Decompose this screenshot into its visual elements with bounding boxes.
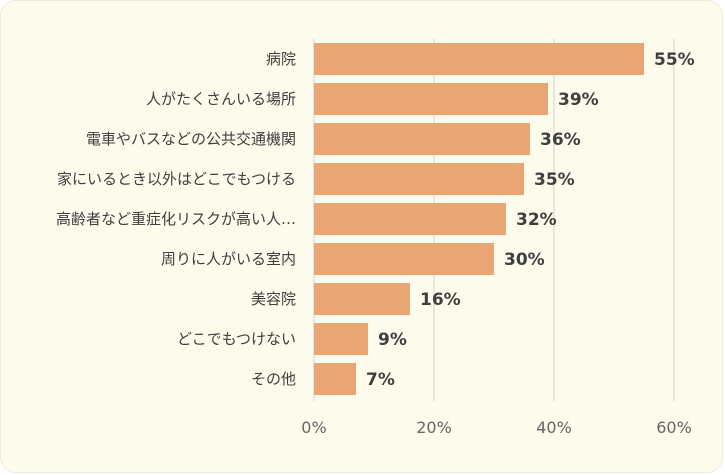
value-label-5: 30% [504, 250, 545, 270]
value-label-2: 36% [540, 130, 581, 150]
bar-1 [314, 83, 548, 115]
value-label-1: 39% [558, 90, 599, 110]
bar-0 [314, 43, 644, 75]
x-tick-label-2: 40% [536, 418, 572, 437]
x-tick-label-0: 0% [301, 418, 326, 437]
bar-2 [314, 123, 530, 155]
category-label-6: 美容院 [251, 290, 296, 308]
value-label-3: 35% [534, 170, 575, 190]
bars [314, 43, 644, 395]
value-label-7: 9% [378, 330, 407, 350]
value-label-0: 55% [654, 50, 695, 70]
bar-8 [314, 363, 356, 395]
category-label-3: 家にいるとき以外はどこでもつける [57, 170, 296, 188]
value-labels: 55% 39% 36% 35% 32% 30% 16% 9% 7% [366, 50, 695, 390]
value-label-6: 16% [420, 290, 461, 310]
x-tick-label-3: 60% [656, 418, 692, 437]
category-label-5: 周りに人がいる室内 [161, 250, 296, 268]
category-label-7: どこでもつけない [177, 330, 296, 348]
category-label-0: 病院 [266, 50, 296, 68]
bar-7 [314, 323, 368, 355]
bar-3 [314, 163, 524, 195]
value-label-4: 32% [516, 210, 557, 230]
category-label-8: その他 [251, 370, 296, 388]
bar-5 [314, 243, 494, 275]
category-label-4: 高齢者など重症化リスクが高い人… [56, 210, 296, 228]
bar-6 [314, 283, 410, 315]
x-tick-label-1: 20% [416, 418, 452, 437]
bar-4 [314, 203, 506, 235]
category-label-2: 電車やバスなどの公共交通機関 [86, 130, 296, 148]
value-label-8: 7% [366, 370, 395, 390]
category-label-1: 人がたくさんいる場所 [146, 90, 296, 108]
x-axis-tick-labels: 0% 20% 40% 60% [301, 418, 691, 437]
category-labels: 病院人がたくさんいる場所電車やバスなどの公共交通機関家にいるとき以外はどこでもつ… [56, 50, 296, 388]
